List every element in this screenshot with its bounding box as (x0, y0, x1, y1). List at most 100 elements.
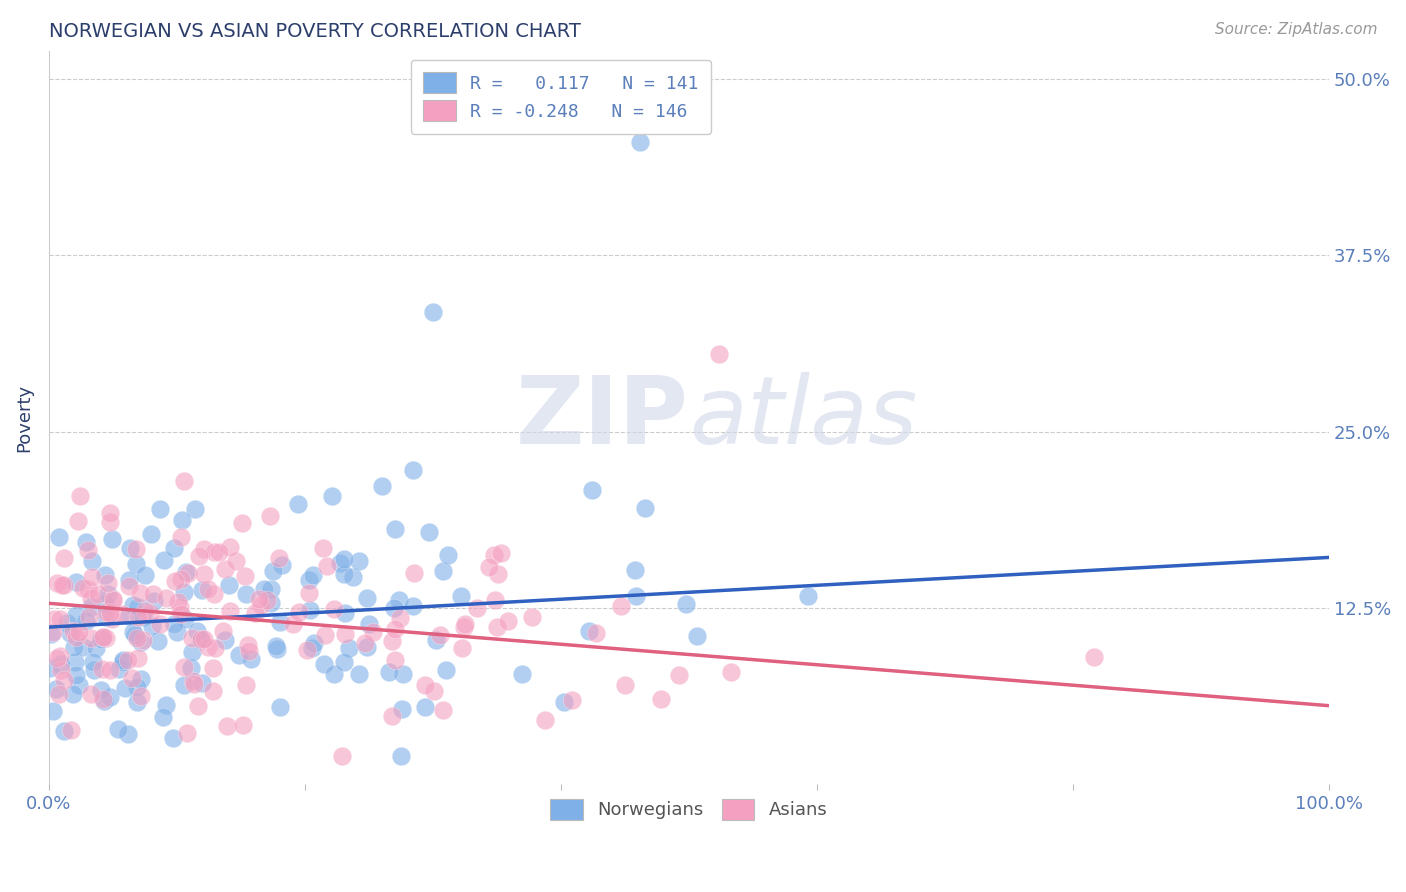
Point (142, 587, 165, 601)
Point (378, 665, 401, 679)
Point (183, 673, 205, 688)
Point (69, 489, 91, 503)
Point (139, 527, 162, 541)
Point (125, 557, 148, 571)
Point (382, 600, 405, 615)
Point (134, 604, 156, 618)
Point (425, 632, 447, 647)
Point (201, 660, 224, 674)
Point (169, 531, 191, 545)
Point (45, 682, 67, 697)
Point (184, 502, 207, 516)
Point (235, 678, 257, 692)
Point (429, 628, 451, 642)
Point (332, 655, 354, 669)
Point (267, 551, 290, 566)
Point (80, 570, 103, 584)
Point (169, 600, 191, 615)
Point (191, 582, 214, 597)
Point (333, 551, 356, 566)
Point (49, 612, 72, 626)
Text: atlas: atlas (689, 372, 917, 463)
Point (451, 640, 474, 655)
Point (486, 620, 509, 634)
Point (578, 624, 600, 639)
Point (91, 692, 114, 706)
Point (260, 596, 283, 610)
Point (65, 575, 87, 590)
Point (166, 595, 188, 609)
Point (489, 546, 512, 560)
Point (218, 578, 240, 592)
Point (561, 693, 583, 707)
Point (214, 632, 236, 647)
Point (388, 611, 411, 625)
Point (384, 653, 406, 667)
Point (486, 566, 509, 581)
Point (129, 690, 152, 704)
Point (76, 582, 98, 597)
Point (238, 638, 260, 652)
Point (720, 665, 742, 679)
Point (624, 563, 647, 577)
Point (98, 515, 121, 529)
Point (238, 644, 260, 658)
Point (112, 653, 135, 667)
Point (288, 605, 311, 619)
Point (686, 629, 709, 643)
Point (67, 625, 90, 640)
Point (423, 683, 446, 698)
Point (108, 662, 131, 676)
Point (38, 661, 60, 675)
Point (143, 594, 166, 608)
Point (128, 609, 150, 624)
Point (42, 704, 65, 718)
Point (111, 607, 134, 622)
Point (124, 628, 146, 642)
Point (49, 657, 72, 671)
Point (55, 615, 77, 630)
Point (83, 664, 105, 678)
Point (94, 606, 117, 620)
Point (174, 565, 197, 579)
Point (315, 558, 337, 573)
Point (114, 681, 136, 696)
Point (53, 578, 76, 592)
Point (152, 709, 174, 723)
Point (193, 567, 215, 582)
Point (180, 661, 202, 675)
Point (208, 545, 231, 559)
Point (193, 542, 215, 557)
Point (98, 607, 121, 621)
Point (235, 587, 257, 601)
Point (121, 598, 143, 612)
Point (59, 626, 82, 640)
Point (356, 591, 378, 605)
Point (187, 549, 209, 563)
Point (131, 635, 153, 649)
Point (298, 602, 321, 616)
Point (253, 582, 276, 597)
Point (80, 553, 103, 567)
Point (337, 641, 360, 656)
Point (148, 634, 170, 648)
Point (432, 703, 454, 717)
Point (204, 641, 226, 656)
Point (173, 678, 195, 692)
Point (94, 597, 117, 611)
Point (98, 690, 121, 704)
Point (149, 617, 172, 632)
Point (387, 593, 409, 607)
Point (87, 586, 110, 600)
Point (436, 548, 458, 562)
Point (52, 551, 75, 566)
Point (141, 618, 163, 632)
Point (389, 749, 412, 764)
Point (121, 671, 143, 685)
Point (298, 585, 321, 599)
Point (162, 731, 184, 745)
Point (301, 640, 323, 655)
Point (173, 660, 195, 674)
Point (86, 641, 108, 656)
Point (118, 573, 141, 587)
